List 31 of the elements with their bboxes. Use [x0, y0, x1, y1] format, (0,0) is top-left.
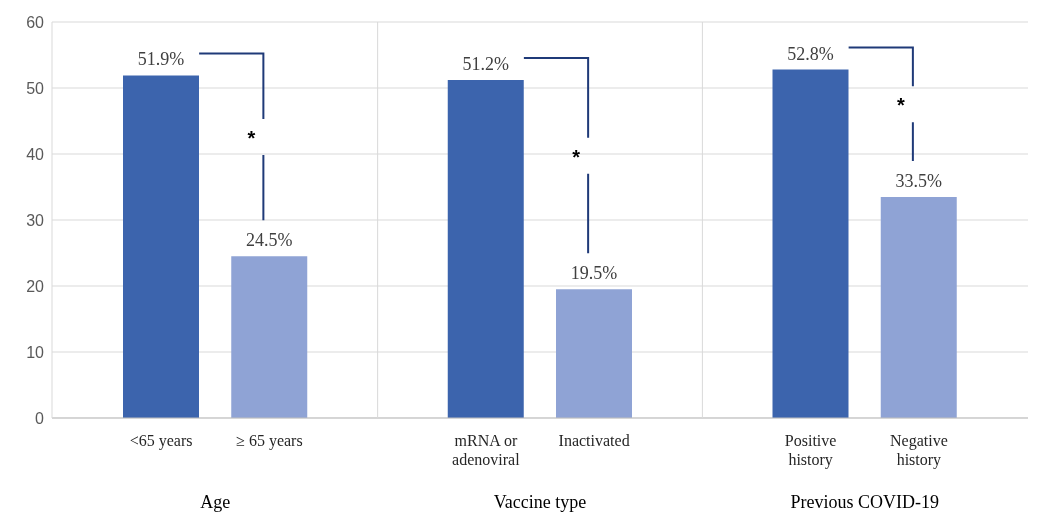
- bar: [231, 256, 308, 418]
- annotation: *: [572, 145, 581, 168]
- x-tick-label: Negative history: [890, 432, 948, 469]
- bar: [447, 80, 524, 418]
- text: Previous COVID-19: [790, 492, 939, 512]
- annotation: *: [247, 126, 256, 149]
- bar: [772, 69, 849, 418]
- x-tick-label: Positive history: [784, 432, 837, 469]
- data-label: 33.5%: [895, 170, 942, 191]
- y-tick-label: 50: [26, 79, 45, 97]
- y-tick-label: 10: [26, 343, 45, 361]
- bar: [880, 196, 957, 418]
- x-tick-label: mRNA or adenoviral: [452, 432, 521, 468]
- annotation: *: [896, 94, 905, 117]
- data-label: 24.5%: [246, 230, 293, 251]
- y-tick-label: 30: [26, 211, 45, 229]
- x-tick-label: Inactivated: [558, 432, 630, 449]
- y-tick-label: 0: [35, 409, 45, 427]
- data-label: 19.5%: [570, 263, 618, 284]
- x-tick-label: ≥ 65 years: [236, 432, 303, 450]
- y-tick-label: 20: [26, 277, 45, 295]
- text: Age: [200, 492, 231, 512]
- data-label: 51.2%: [462, 54, 509, 75]
- bar: [123, 75, 199, 418]
- y-tick-label: 60: [26, 13, 45, 31]
- data-label: 52.8%: [787, 43, 834, 64]
- bar: [556, 289, 632, 418]
- text: Vaccine type: [493, 492, 587, 512]
- y-tick-label: 40: [26, 145, 45, 163]
- x-tick-label: <65 years: [129, 432, 193, 450]
- data-label: 51.9%: [137, 49, 185, 70]
